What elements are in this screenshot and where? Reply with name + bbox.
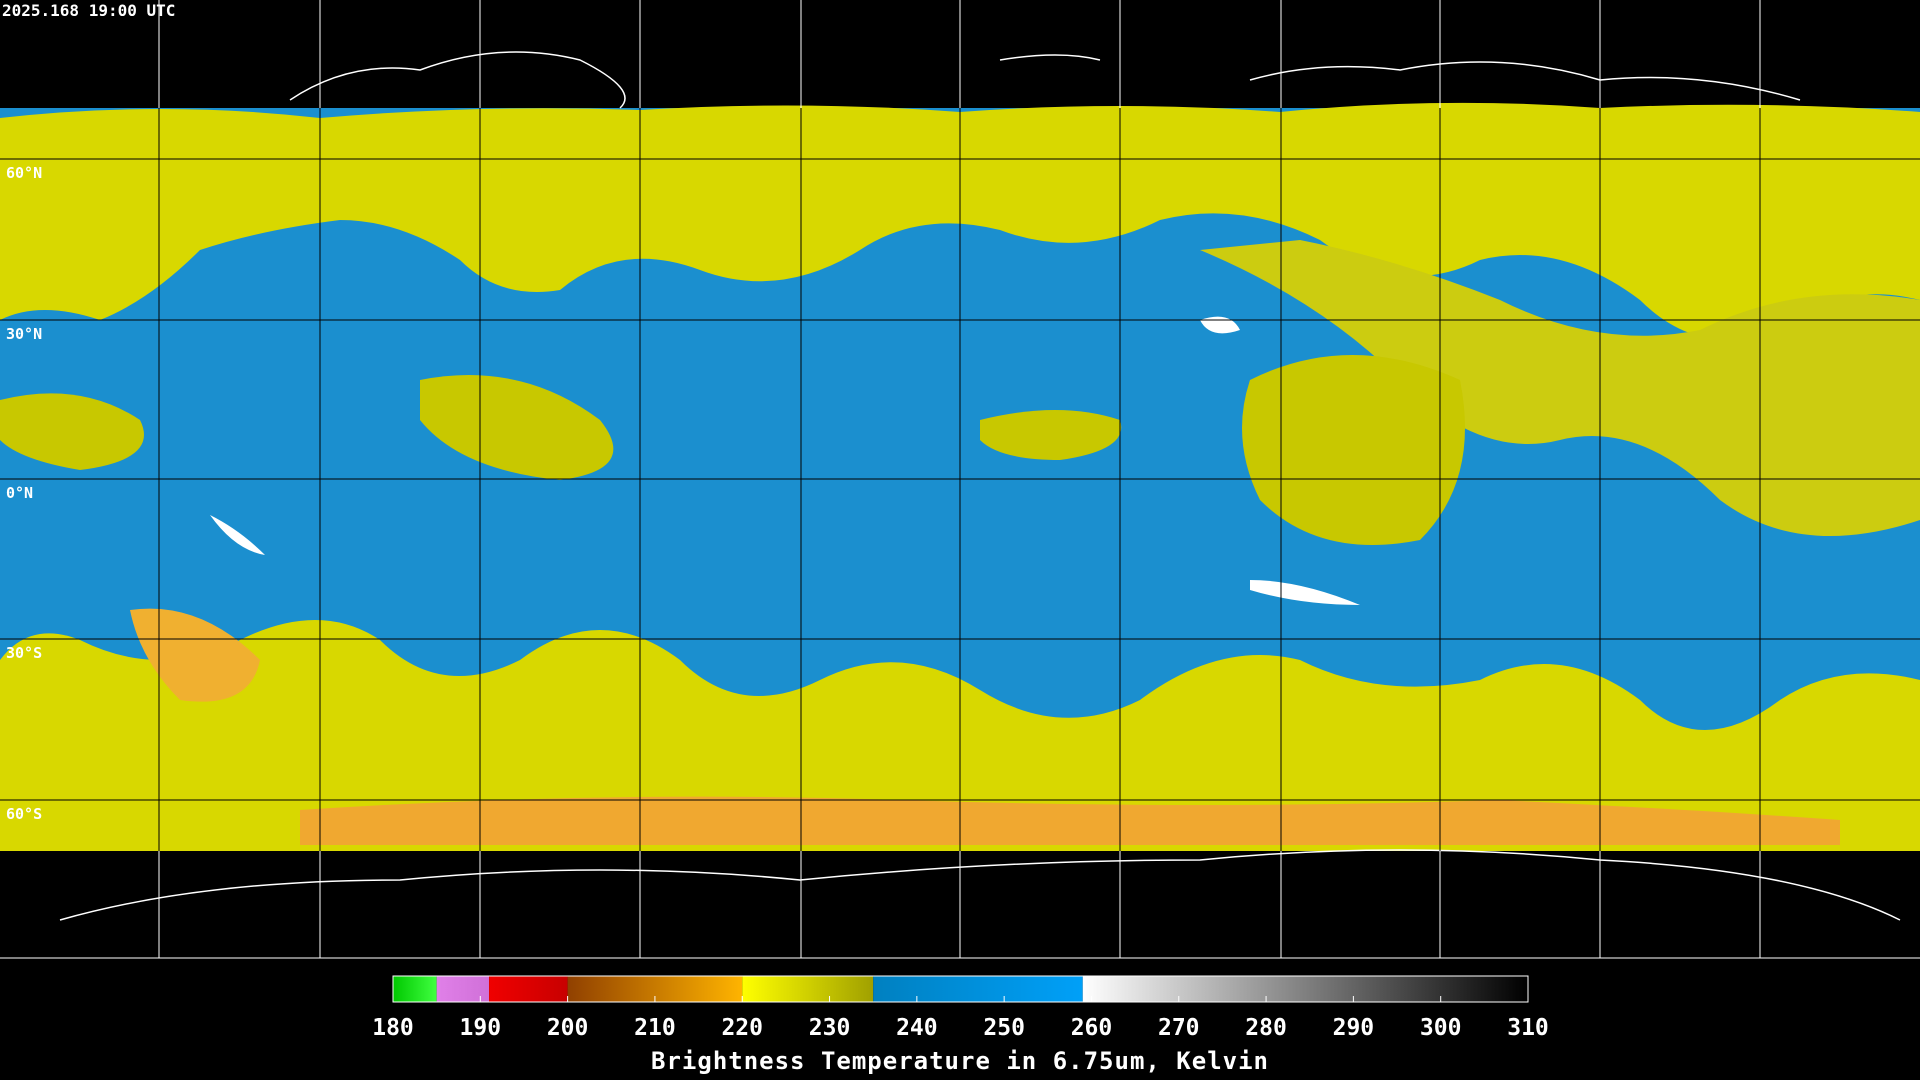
colorbar-tick-label: 300	[1420, 1015, 1462, 1041]
graticule	[0, 0, 1920, 959]
latitude-label: 30°S	[6, 644, 42, 662]
latitude-label: 60°N	[6, 164, 42, 182]
colorbar: 180 190 200 210 220 230 240 250 260 270 280 290 300 3…	[372, 975, 1549, 1041]
colorbar-tick-label: 210	[634, 1015, 676, 1041]
latitude-label: 60°S	[6, 805, 42, 823]
colorbar-tick-label: 230	[809, 1015, 851, 1041]
colorbar-segment	[436, 976, 490, 1002]
coastline	[59, 849, 1901, 921]
africa-moist-region	[980, 410, 1122, 460]
colorbar-tick-label: 190	[460, 1015, 502, 1041]
coastline	[1249, 61, 1801, 101]
colorbar-frame	[392, 975, 1529, 1003]
colorbar-segment	[393, 976, 437, 1002]
coastline	[289, 51, 626, 109]
latitude-label: 30°N	[6, 325, 42, 343]
indian-ocean-moist-region	[1242, 355, 1465, 545]
warm-spot	[1200, 316, 1240, 334]
colorbar-tick-label: 270	[1158, 1015, 1200, 1041]
dry-warm-patch	[130, 608, 260, 702]
pacific-moist-region	[0, 393, 144, 470]
colorbar-tick-label: 260	[1071, 1015, 1113, 1041]
warm-spot	[1250, 580, 1360, 605]
colorbar-tick-label: 220	[721, 1015, 763, 1041]
colorbar-tick-label: 250	[983, 1015, 1025, 1041]
colorbar-tick-label: 290	[1333, 1015, 1375, 1041]
colorbar-segment	[489, 976, 568, 1002]
colorbar-segment	[1082, 976, 1528, 1002]
colorbar-tick-label: 200	[547, 1015, 589, 1041]
coastline	[999, 54, 1101, 61]
colorbar-tick-label: 280	[1245, 1015, 1287, 1041]
colorbar-tick-label: 240	[896, 1015, 938, 1041]
latitude-labels: 60°N 30°N 0°N 30°S 60°S	[6, 164, 42, 823]
colorbar-segment	[742, 976, 874, 1002]
warm-spot	[210, 515, 265, 555]
colorbar-segment	[873, 976, 1083, 1002]
coastlines	[59, 51, 1901, 921]
timestamp: 2025.168 19:00 UTC	[2, 1, 175, 20]
latitude-label: 0°N	[6, 484, 33, 502]
colorbar-tick-label: 180	[372, 1015, 414, 1041]
asia-moist-region	[1200, 240, 1920, 536]
colorbar-tick-label: 310	[1507, 1015, 1549, 1041]
colorbar-title: Brightness Temperature in 6.75um, Kelvin	[651, 1047, 1269, 1075]
central-america-moist-region	[420, 375, 614, 480]
antarctic-edge	[300, 796, 1840, 845]
